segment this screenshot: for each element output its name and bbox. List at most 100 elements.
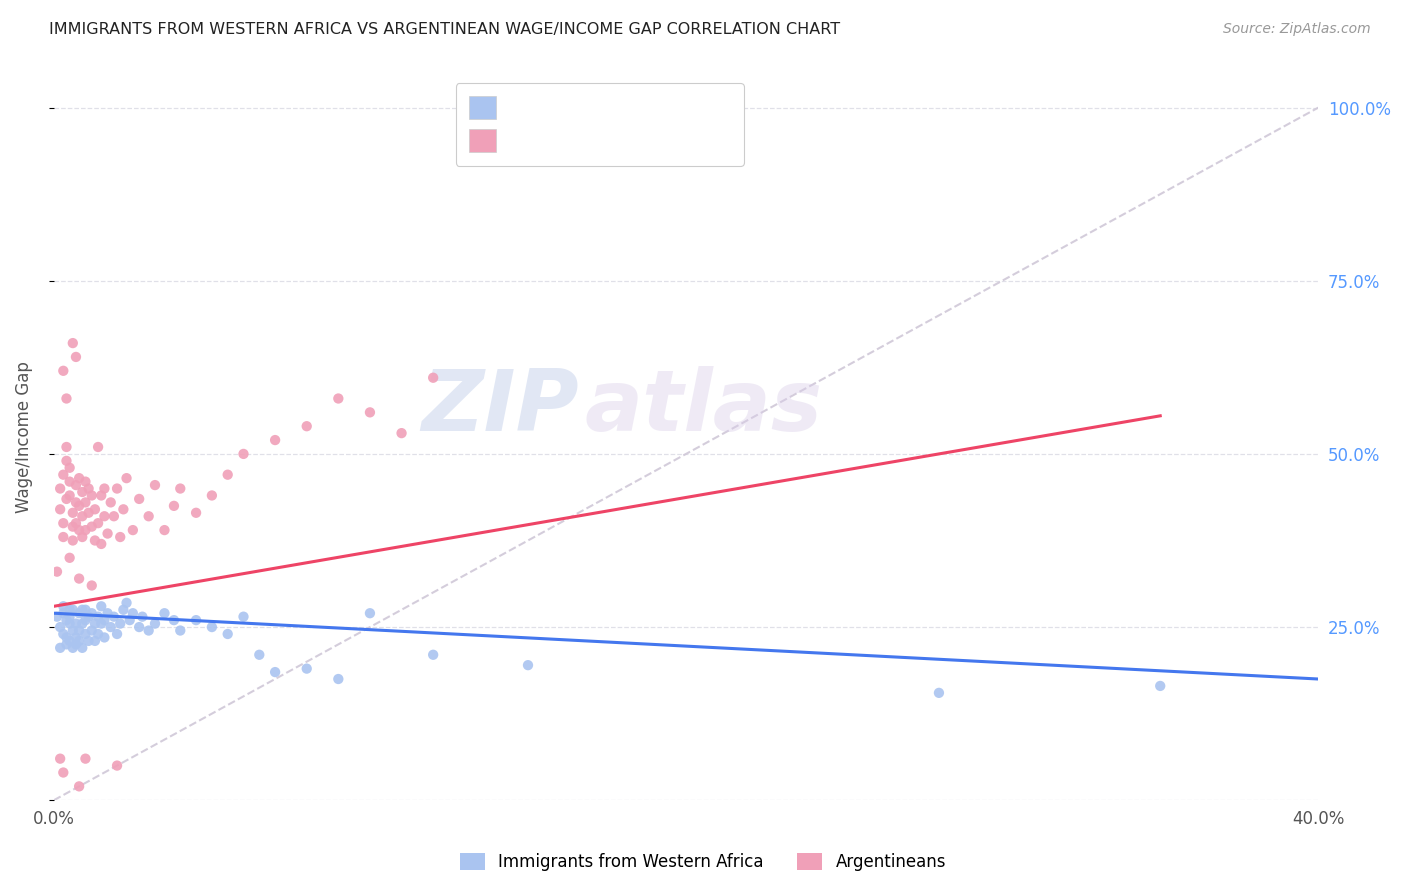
Point bbox=[87, 609, 110, 624]
Point bbox=[49, 752, 72, 766]
Point bbox=[87, 627, 110, 641]
Point bbox=[128, 620, 150, 634]
Point bbox=[84, 502, 107, 516]
Point bbox=[112, 603, 135, 617]
Point bbox=[67, 471, 90, 485]
Point bbox=[359, 405, 381, 419]
Point bbox=[93, 613, 115, 627]
Point bbox=[90, 537, 112, 551]
Point bbox=[49, 502, 72, 516]
Point bbox=[49, 482, 72, 496]
Point bbox=[295, 419, 318, 434]
Text: R =: R = bbox=[478, 94, 519, 113]
Point bbox=[84, 634, 107, 648]
Point bbox=[59, 634, 82, 648]
Point bbox=[75, 613, 97, 627]
Point bbox=[169, 624, 191, 638]
Point bbox=[77, 506, 100, 520]
Point bbox=[62, 640, 84, 655]
Point bbox=[87, 516, 110, 531]
Point bbox=[59, 616, 82, 631]
Point bbox=[77, 482, 100, 496]
Point bbox=[128, 491, 150, 506]
Point bbox=[62, 519, 84, 533]
Point bbox=[97, 526, 120, 541]
Point bbox=[264, 433, 287, 447]
Point bbox=[49, 640, 72, 655]
Point bbox=[52, 467, 75, 482]
Point bbox=[59, 609, 82, 624]
Point bbox=[67, 572, 90, 586]
Point bbox=[201, 620, 224, 634]
Text: -0.289: -0.289 bbox=[517, 94, 585, 113]
Point bbox=[422, 648, 444, 662]
Point bbox=[67, 780, 90, 794]
Point bbox=[52, 599, 75, 614]
Point bbox=[55, 491, 77, 506]
Point bbox=[55, 440, 77, 454]
Point bbox=[328, 672, 350, 686]
Point bbox=[72, 603, 94, 617]
Point bbox=[153, 523, 176, 537]
Point bbox=[65, 495, 87, 509]
Point bbox=[93, 482, 115, 496]
Point bbox=[138, 509, 160, 524]
Point bbox=[55, 613, 77, 627]
Point bbox=[67, 624, 90, 638]
Point bbox=[55, 454, 77, 468]
Point bbox=[169, 482, 191, 496]
Point bbox=[163, 499, 186, 513]
Point bbox=[232, 609, 254, 624]
Point bbox=[65, 516, 87, 531]
Point bbox=[77, 634, 100, 648]
Point bbox=[67, 606, 90, 620]
Point bbox=[100, 620, 122, 634]
Point bbox=[928, 686, 950, 700]
Point bbox=[90, 488, 112, 502]
Point bbox=[184, 506, 207, 520]
Point bbox=[75, 752, 97, 766]
Point bbox=[80, 578, 103, 592]
Point bbox=[75, 627, 97, 641]
Point bbox=[62, 624, 84, 638]
Point bbox=[59, 475, 82, 489]
Point bbox=[138, 624, 160, 638]
Point bbox=[75, 523, 97, 537]
Point bbox=[105, 627, 128, 641]
Point bbox=[93, 509, 115, 524]
Point bbox=[131, 609, 153, 624]
Point bbox=[59, 488, 82, 502]
Point bbox=[163, 613, 186, 627]
Point bbox=[55, 631, 77, 645]
Point bbox=[59, 550, 82, 565]
Point bbox=[52, 364, 75, 378]
Point bbox=[391, 426, 413, 441]
Point bbox=[67, 499, 90, 513]
Point bbox=[52, 516, 75, 531]
Point bbox=[264, 665, 287, 679]
Point bbox=[65, 637, 87, 651]
Point bbox=[110, 616, 132, 631]
Point bbox=[65, 478, 87, 492]
Point bbox=[62, 603, 84, 617]
Point bbox=[80, 606, 103, 620]
Point bbox=[52, 765, 75, 780]
Point bbox=[52, 627, 75, 641]
Legend:                                    ,                                    : , bbox=[456, 83, 744, 166]
Point bbox=[72, 616, 94, 631]
Point bbox=[118, 613, 141, 627]
Point bbox=[75, 475, 97, 489]
Point bbox=[87, 440, 110, 454]
Point bbox=[80, 519, 103, 533]
Point bbox=[62, 336, 84, 351]
Point bbox=[65, 616, 87, 631]
Point bbox=[55, 637, 77, 651]
Point bbox=[105, 758, 128, 772]
Point bbox=[46, 609, 69, 624]
Point bbox=[72, 509, 94, 524]
Point bbox=[143, 478, 166, 492]
Point bbox=[201, 488, 224, 502]
Point bbox=[77, 609, 100, 624]
Text: N = 69: N = 69 bbox=[628, 94, 700, 113]
Point bbox=[65, 631, 87, 645]
